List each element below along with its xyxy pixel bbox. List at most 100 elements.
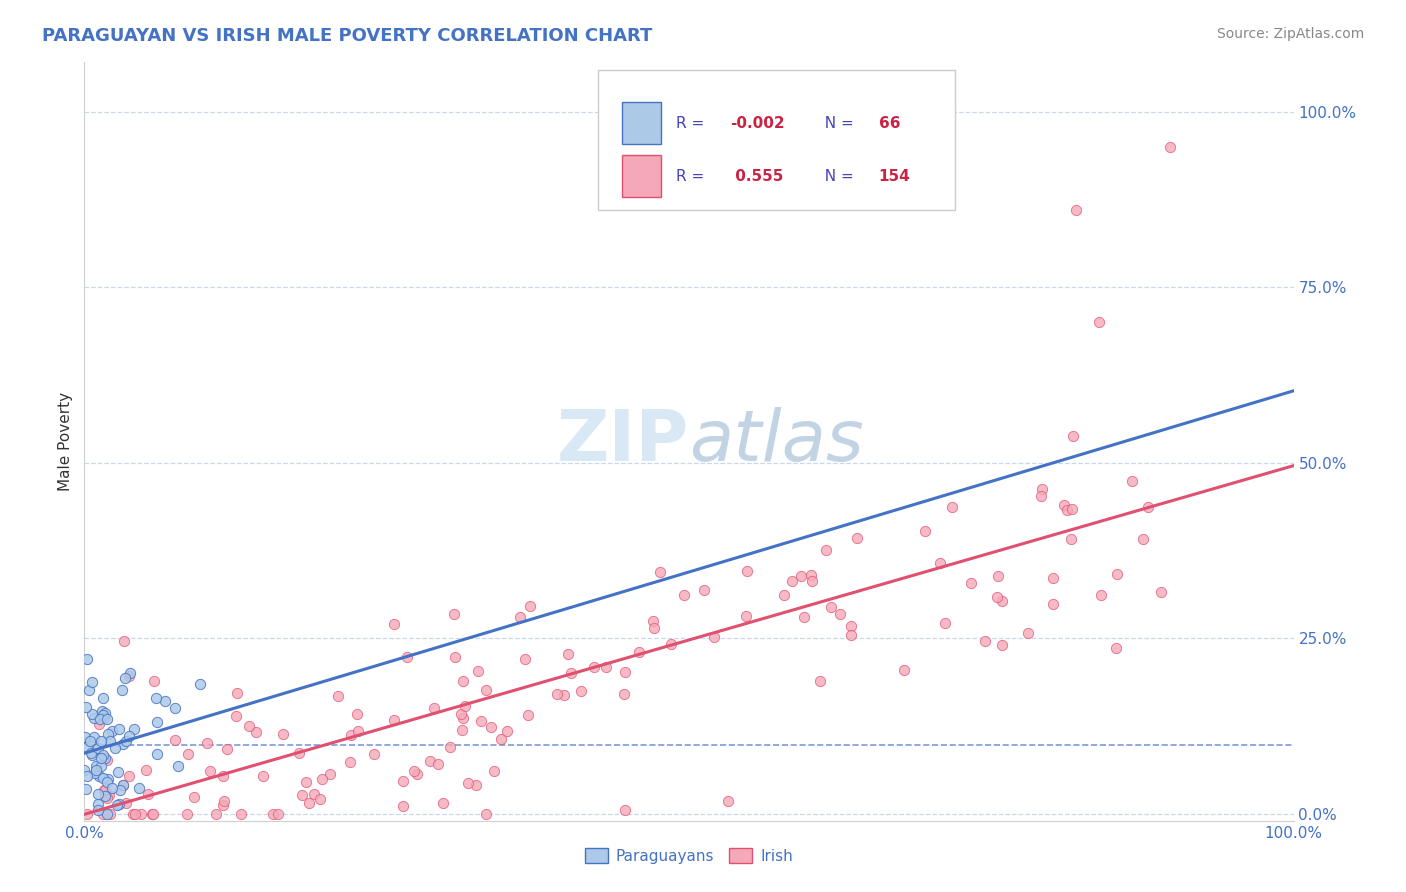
Point bbox=[82, 674, 104, 689]
Point bbox=[107, 797, 129, 811]
Point bbox=[1064, 202, 1087, 217]
Point bbox=[93, 710, 115, 724]
Point bbox=[987, 569, 1010, 583]
Text: Source: ZipAtlas.com: Source: ZipAtlas.com bbox=[1216, 27, 1364, 41]
Point bbox=[165, 733, 187, 747]
Point bbox=[941, 500, 963, 514]
Point bbox=[89, 717, 111, 731]
Point bbox=[93, 783, 115, 797]
Text: R =: R = bbox=[676, 169, 709, 184]
Point bbox=[974, 634, 997, 648]
FancyBboxPatch shape bbox=[623, 103, 661, 144]
Text: 0.555: 0.555 bbox=[730, 169, 783, 184]
Point bbox=[582, 660, 605, 674]
Point bbox=[470, 714, 492, 728]
Point bbox=[84, 763, 107, 777]
Point bbox=[614, 665, 637, 680]
Point bbox=[311, 772, 333, 786]
Point bbox=[122, 722, 145, 736]
Point bbox=[146, 747, 169, 762]
Point bbox=[143, 673, 166, 688]
Point bbox=[87, 803, 110, 817]
Point bbox=[986, 590, 1008, 604]
Point bbox=[76, 769, 98, 783]
Point bbox=[215, 742, 238, 756]
Point bbox=[363, 747, 385, 761]
Point bbox=[1159, 139, 1181, 153]
Point bbox=[212, 769, 235, 783]
Point bbox=[841, 628, 863, 642]
Point bbox=[454, 698, 477, 713]
Point bbox=[107, 764, 129, 779]
Point bbox=[76, 652, 98, 666]
Point bbox=[225, 708, 247, 723]
Point bbox=[450, 706, 472, 721]
Point bbox=[98, 806, 121, 821]
Point bbox=[780, 574, 803, 588]
Point bbox=[112, 634, 135, 648]
Point bbox=[76, 740, 98, 755]
Point bbox=[673, 588, 696, 602]
Point bbox=[111, 778, 134, 792]
Point bbox=[91, 806, 114, 821]
Point bbox=[226, 686, 249, 700]
Point bbox=[402, 764, 425, 779]
Point bbox=[212, 798, 235, 813]
Text: 66: 66 bbox=[879, 116, 900, 130]
Point bbox=[914, 524, 936, 538]
Text: atlas: atlas bbox=[689, 407, 863, 476]
Point bbox=[91, 690, 114, 705]
Point bbox=[96, 775, 118, 789]
Point bbox=[84, 759, 107, 773]
Point bbox=[87, 787, 110, 801]
Point bbox=[90, 705, 112, 719]
Point bbox=[163, 700, 186, 714]
Point bbox=[382, 616, 405, 631]
Point bbox=[513, 652, 536, 666]
Point bbox=[1090, 588, 1112, 602]
Point bbox=[991, 594, 1014, 608]
Point bbox=[1042, 597, 1064, 611]
Point bbox=[793, 610, 815, 624]
Point bbox=[392, 799, 415, 814]
Point bbox=[183, 789, 205, 804]
Point bbox=[131, 806, 153, 821]
Point bbox=[339, 755, 361, 769]
Point bbox=[96, 753, 118, 767]
Point bbox=[89, 712, 111, 726]
Point bbox=[112, 737, 135, 751]
Point bbox=[82, 706, 104, 721]
Point bbox=[177, 747, 200, 761]
Point bbox=[1137, 500, 1160, 514]
Point bbox=[426, 756, 449, 771]
Point bbox=[560, 665, 582, 680]
Point bbox=[800, 568, 823, 582]
Point bbox=[319, 766, 342, 780]
Point bbox=[839, 619, 862, 633]
Point bbox=[557, 647, 579, 661]
Point bbox=[155, 694, 177, 708]
Point bbox=[451, 723, 474, 737]
Point bbox=[105, 798, 128, 813]
Point bbox=[1017, 625, 1039, 640]
Point bbox=[1105, 566, 1128, 581]
Point bbox=[648, 566, 671, 580]
Point bbox=[444, 650, 467, 665]
Point bbox=[87, 797, 110, 811]
Point bbox=[117, 729, 139, 743]
Point bbox=[439, 740, 461, 755]
Point bbox=[262, 806, 284, 821]
Point bbox=[628, 645, 651, 659]
Y-axis label: Male Poverty: Male Poverty bbox=[58, 392, 73, 491]
Point bbox=[96, 806, 118, 821]
Point bbox=[553, 688, 575, 702]
FancyBboxPatch shape bbox=[623, 155, 661, 197]
Point bbox=[97, 772, 120, 786]
Point bbox=[800, 574, 823, 588]
Point bbox=[298, 796, 321, 810]
Point bbox=[475, 683, 498, 698]
Point bbox=[773, 588, 796, 602]
Text: 154: 154 bbox=[879, 169, 911, 184]
Point bbox=[98, 733, 121, 747]
Point bbox=[1062, 428, 1084, 442]
